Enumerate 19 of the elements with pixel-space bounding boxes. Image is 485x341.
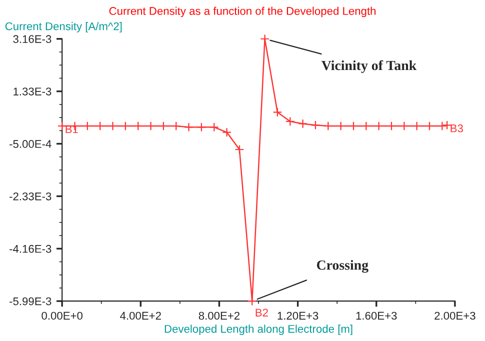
y-tick-label: -4.16E-3 bbox=[10, 244, 52, 253]
x-axis-title: Developed Length along Electrode [m] bbox=[164, 324, 352, 336]
annotation: B3 bbox=[450, 124, 463, 132]
y-tick-label: -5.00E-4 bbox=[10, 140, 52, 148]
y-tick-label: -5.99E-3 bbox=[10, 297, 52, 306]
y-tick-label: -2.33E-3 bbox=[10, 192, 52, 200]
x-tick-label: 0.00E+0 bbox=[42, 312, 82, 320]
y-axis-title: Current Density [A/m^2] bbox=[5, 22, 122, 32]
x-tick-label: 8.00E+2 bbox=[198, 312, 240, 320]
y-tick-label: 1.33E-3 bbox=[14, 88, 52, 96]
annotation: B2 bbox=[256, 308, 268, 316]
y-tick-label: 3.16E-3 bbox=[13, 35, 52, 44]
annotation: Vicinity of Tank bbox=[322, 60, 417, 74]
x-tick-label: 2.00E+3 bbox=[434, 312, 476, 320]
x-tick-label: 1.60E+3 bbox=[356, 312, 397, 320]
chart-title: Current Density as a function of the Developed Length bbox=[109, 6, 376, 18]
x-tick-label: 1.20E+3 bbox=[278, 312, 318, 320]
x-tick-label: 4.00E+2 bbox=[120, 312, 161, 320]
annotation: Crossing bbox=[316, 260, 368, 273]
